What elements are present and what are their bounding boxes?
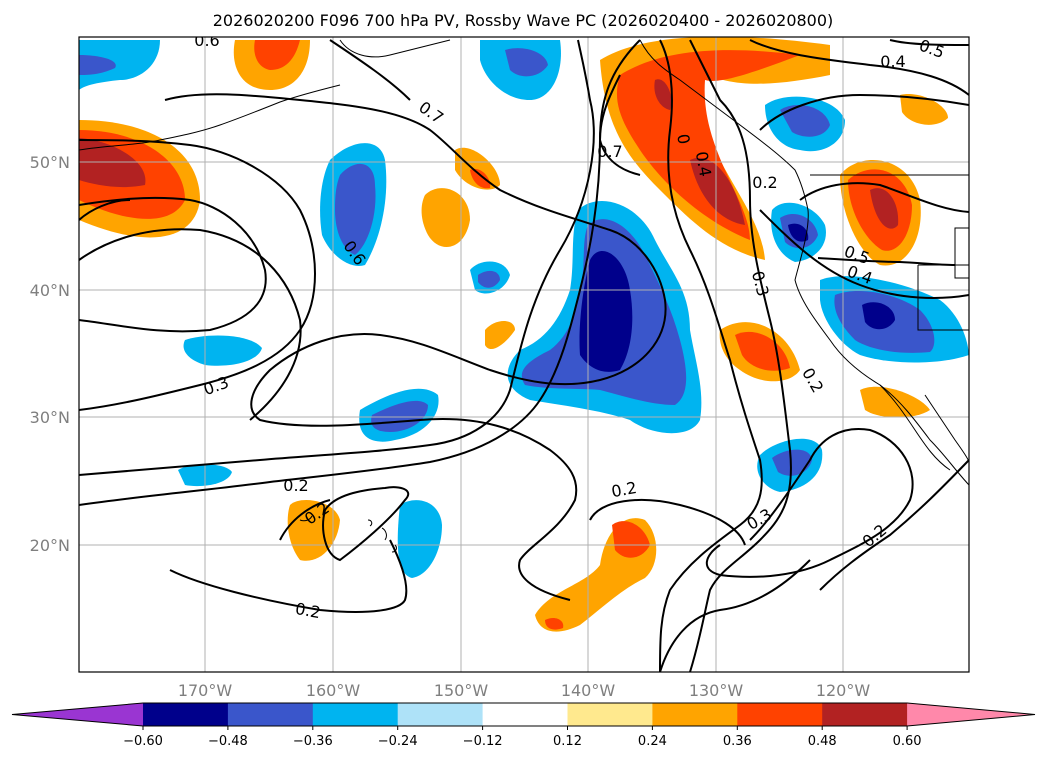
lat-label: 50°N (30, 153, 70, 172)
lon-label: 160°W (306, 681, 361, 700)
lon-label: 140°W (561, 681, 616, 700)
contour-lines (79, 39, 969, 672)
contour-label: 0.2 (283, 476, 308, 495)
colorbar-extend-max (907, 703, 1035, 726)
colorbar: −0.60 −0.48 −0.36 −0.24 −0.12 0.12 0.24 0.36 0.4… (11, 702, 1036, 749)
longitude-labels: 170°W 160°W 150°W 140°W 130°W 120°W (178, 681, 871, 700)
colorbar-segment (312, 703, 399, 726)
latitude-labels: 50°N 40°N 30°N 20°N (30, 153, 70, 555)
lon-label: 120°W (816, 681, 871, 700)
positive-anomaly-fill (79, 37, 948, 632)
coastlines (79, 39, 969, 553)
colorbar-tick-label: 0.48 (808, 734, 837, 749)
colorbar-tick-label: 0.36 (723, 734, 752, 749)
colorbar-extend-min (12, 703, 143, 726)
colorbar-segment (143, 703, 229, 726)
colorbar-segment (737, 703, 823, 726)
colorbar-segment (822, 703, 908, 726)
lat-label: 40°N (30, 281, 70, 300)
contour-label: 0.6 (194, 31, 219, 50)
contour-label: 0.4 (692, 150, 715, 178)
colorbar-tick-label: 0.60 (893, 734, 922, 749)
map-frame (78, 36, 970, 673)
colorbar-tick-label: −0.48 (208, 734, 248, 749)
contour-label: 0 (673, 132, 693, 145)
colorbar-segment (567, 703, 653, 726)
negative-anomaly-fill (79, 40, 969, 578)
lat-label: 30°N (30, 408, 70, 427)
colorbar-tick-label: −0.36 (293, 734, 333, 749)
colorbar-tick-label: 0.24 (638, 734, 667, 749)
lon-label: 170°W (178, 681, 233, 700)
lon-label: 150°W (434, 681, 489, 700)
contour-label: 0.2 (294, 599, 322, 622)
lon-label: 130°W (689, 681, 744, 700)
lat-label: 20°N (30, 536, 70, 555)
colorbar-tick-label: −0.24 (378, 734, 418, 749)
map-panel: 0.6 0.5 0.4 0.7 0.7 0 0.4 0.2 0.6 0.5 0.… (79, 31, 969, 672)
colorbar-tick-label: −0.12 (463, 734, 503, 749)
contour-label: 0.2 (752, 173, 777, 192)
colorbar-segment (482, 703, 568, 726)
colorbar-tick-label: −0.60 (123, 734, 163, 749)
colorbar-segment (652, 703, 738, 726)
colorbar-tick-label: 0.12 (553, 734, 582, 749)
contour-label: 0.2 (610, 478, 638, 501)
colorbar-segment (227, 703, 314, 726)
map-title: 2026020200 F096 700 hPa PV, Rossby Wave … (213, 11, 834, 30)
contour-label: 0.7 (597, 142, 622, 161)
graticule (79, 37, 969, 672)
colorbar-segment (397, 703, 484, 726)
contour-label: 0.4 (880, 52, 905, 71)
